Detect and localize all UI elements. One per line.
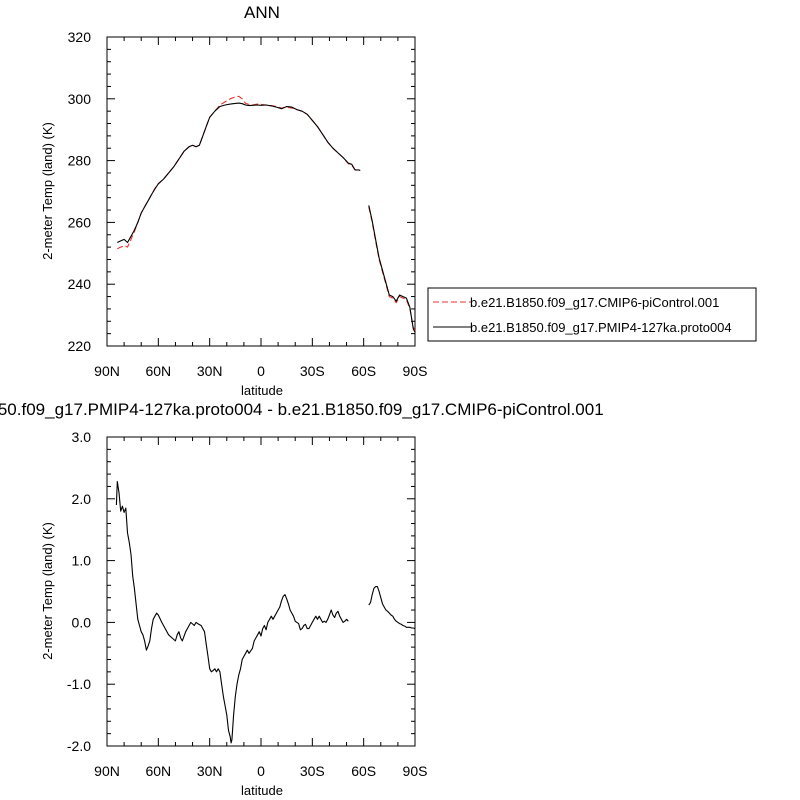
series-line-1	[368, 206, 416, 331]
x-tick-label: 30S	[300, 763, 325, 779]
top-panel: ANN 2-meter Temp (land) (K) latitude 220…	[40, 3, 427, 398]
series-line-1	[117, 95, 361, 250]
y-tick-label: 260	[68, 214, 92, 230]
bottom-chart-x-axis-label: latitude	[241, 783, 283, 798]
x-tick-label: 30N	[197, 363, 223, 379]
x-tick-label: 90N	[94, 363, 120, 379]
bottom-chart-title: b.e21.B1850.f09_g17.PMIP4-127ka.proto004…	[0, 400, 604, 419]
bottom-panel: b.e21.B1850.f09_g17.PMIP4-127ka.proto004…	[0, 400, 604, 798]
x-tick-label: 30N	[197, 763, 223, 779]
y-tick-label: 320	[68, 29, 92, 45]
x-tick-label: 90S	[403, 763, 428, 779]
x-tick-label: 30S	[300, 363, 325, 379]
y-tick-label: 1.0	[72, 553, 92, 569]
y-tick-label: 240	[68, 276, 92, 292]
series-line-1	[368, 586, 416, 630]
series-line-2	[117, 102, 361, 244]
legend-box	[427, 287, 757, 342]
legend-label: b.e21.B1850.f09_g17.CMIP6-piControl.001	[470, 295, 719, 310]
plot-frame	[106, 436, 416, 747]
y-tick-label: 3.0	[72, 429, 92, 445]
y-tick-label: 300	[68, 91, 92, 107]
y-tick-label: -1.0	[67, 676, 91, 692]
y-tick-label: -2.0	[67, 738, 91, 754]
x-tick-label: 60N	[145, 363, 171, 379]
bottom-chart-y-axis-label: 2-meter Temp (land) (K)	[40, 522, 55, 660]
y-tick-label: 0.0	[72, 614, 92, 630]
x-tick-label: 60S	[351, 763, 376, 779]
x-tick-label: 0	[257, 763, 265, 779]
y-tick-label: 220	[68, 338, 92, 354]
x-tick-label: 0	[257, 363, 265, 379]
y-tick-label: 280	[68, 153, 92, 169]
top-chart-y-axis-label: 2-meter Temp (land) (K)	[40, 122, 55, 260]
y-tick-label: 2.0	[72, 491, 92, 507]
series-line-1	[115, 480, 349, 744]
top-chart-legend: b.e21.B1850.f09_g17.CMIP6-piControl.001b…	[427, 287, 757, 342]
top-chart-x-axis-label: latitude	[241, 383, 283, 398]
x-tick-label: 90N	[94, 763, 120, 779]
x-tick-label: 90S	[403, 363, 428, 379]
x-tick-label: 60S	[351, 363, 376, 379]
legend-label: b.e21.B1850.f09_g17.PMIP4-127ka.proto004	[470, 320, 732, 335]
x-tick-label: 60N	[145, 763, 171, 779]
series-line-2	[368, 205, 416, 333]
top-chart-title: ANN	[244, 3, 280, 22]
